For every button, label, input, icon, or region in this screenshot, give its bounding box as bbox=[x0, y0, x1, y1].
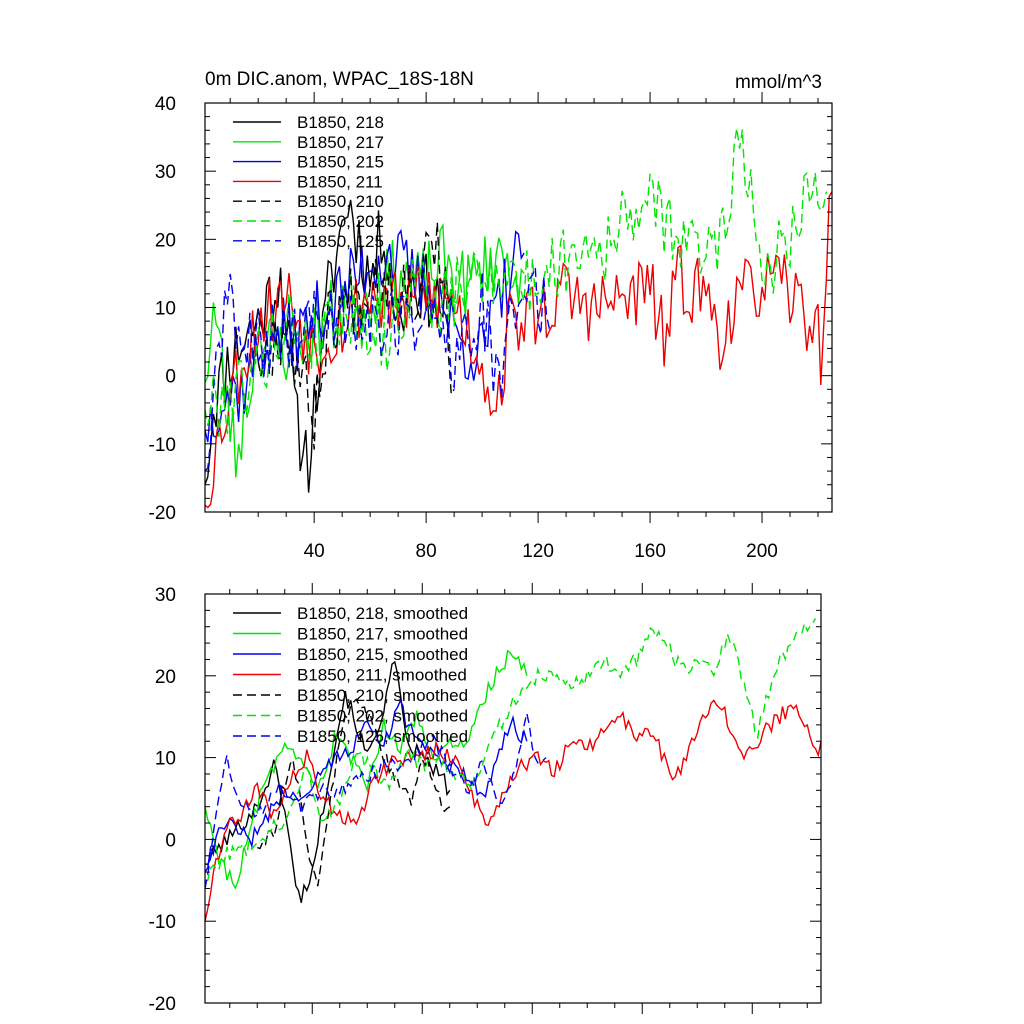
top-xtick-label: 40 bbox=[304, 541, 325, 562]
top-xtick-label: 80 bbox=[416, 541, 437, 562]
top-xtick-label: 120 bbox=[522, 541, 554, 562]
top-ytick-label: -20 bbox=[149, 503, 176, 524]
top-legend-label-0: B1850, 218 bbox=[297, 113, 384, 132]
bottom-ytick-label: 10 bbox=[155, 749, 176, 770]
top-series-line-6 bbox=[204, 267, 553, 472]
bottom-series-line-3 bbox=[204, 699, 822, 922]
top-panel-title: 0m DIC.anom, WPAC_18S-18N bbox=[205, 69, 474, 90]
top-panel-ticks: -20 -10 0 10 20 30 40 40 80 120 160 200 bbox=[149, 92, 832, 562]
bottom-legend-label-3: B1850, 211, smoothed bbox=[297, 666, 467, 685]
top-panel-units: mmol/m^3 bbox=[735, 72, 822, 93]
top-ytick-label: 0 bbox=[165, 367, 176, 388]
bottom-panel-series bbox=[204, 618, 822, 922]
bottom-series-line-1 bbox=[204, 649, 528, 890]
top-ytick-label: 20 bbox=[155, 230, 176, 251]
top-xtick-label: 200 bbox=[746, 541, 778, 562]
top-legend-label-6: B1850, 125 bbox=[297, 232, 384, 251]
top-panel: 0m DIC.anom, WPAC_18S-18N mmol/m^3 -20 -1… bbox=[149, 69, 833, 562]
bottom-legend-label-1: B1850, 217, smoothed bbox=[297, 625, 468, 644]
top-legend-label-4: B1850, 210 bbox=[297, 192, 384, 211]
top-ytick-label: 40 bbox=[155, 94, 176, 115]
top-xtick-label: 160 bbox=[634, 541, 666, 562]
top-legend-label-3: B1850, 211 bbox=[297, 172, 383, 191]
top-legend-label-1: B1850, 217 bbox=[297, 133, 384, 152]
top-series-line-5 bbox=[204, 127, 828, 438]
bottom-legend-label-4: B1850, 210, smoothed bbox=[297, 686, 468, 705]
top-legend-label-2: B1850, 215 bbox=[297, 153, 384, 172]
top-series-line-2 bbox=[204, 228, 525, 443]
bottom-panel-legend: B1850, 218, smoothed B1850, 217, smoothed… bbox=[233, 604, 468, 746]
bottom-panel-ticks: -20 -10 0 10 20 30 bbox=[149, 583, 821, 1015]
bottom-legend-label-6: B1850, 125, smoothed bbox=[297, 727, 468, 746]
bottom-legend-label-5: B1850, 202, smoothed bbox=[297, 707, 468, 726]
top-ytick-label: 10 bbox=[155, 299, 176, 320]
bottom-panel-frame bbox=[204, 593, 822, 1004]
bottom-ytick-label: -10 bbox=[149, 912, 176, 933]
top-ytick-label: 30 bbox=[155, 162, 176, 183]
bottom-series-line-5 bbox=[205, 618, 817, 881]
top-legend-label-5: B1850, 202 bbox=[297, 212, 384, 231]
bottom-series-line-6 bbox=[204, 713, 547, 889]
bottom-ytick-label: 0 bbox=[165, 830, 176, 851]
bottom-ytick-label: -20 bbox=[149, 994, 176, 1015]
bottom-legend-label-2: B1850, 215, smoothed bbox=[297, 645, 468, 664]
top-ytick-label: -10 bbox=[149, 435, 176, 456]
bottom-legend-label-0: B1850, 218, smoothed bbox=[297, 604, 468, 623]
top-panel-frame bbox=[204, 102, 833, 513]
bottom-ytick-label: 20 bbox=[155, 667, 176, 688]
bottom-series-line-4 bbox=[257, 698, 451, 887]
top-panel-series bbox=[204, 127, 833, 509]
bottom-ytick-label: 30 bbox=[155, 585, 176, 606]
